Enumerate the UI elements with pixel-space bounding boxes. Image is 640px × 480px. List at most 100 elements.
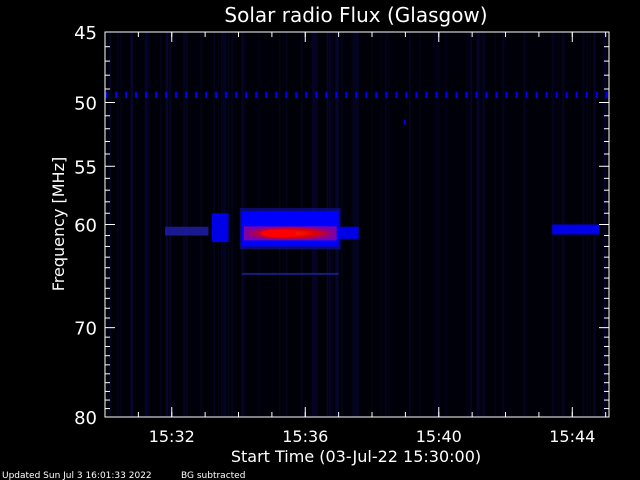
background-streak — [146, 32, 148, 417]
y-tick-label: 45 — [74, 23, 97, 44]
y-tick-label: 55 — [74, 157, 97, 178]
band-line-dash — [605, 91, 608, 99]
y-tick-label: 60 — [74, 216, 97, 237]
background-streak — [182, 32, 186, 417]
background-streak — [227, 32, 230, 417]
band-line-dash — [145, 91, 148, 99]
background-streak — [446, 32, 448, 417]
background-streak — [352, 32, 355, 417]
background-streak — [481, 32, 484, 417]
band-line-dash — [355, 91, 358, 99]
band-line-dash — [165, 91, 168, 99]
band-line-dash — [245, 91, 248, 99]
band-line-dash — [375, 91, 378, 99]
band-line-dash — [545, 91, 548, 99]
emission-echo — [241, 272, 339, 275]
background-streak — [145, 32, 148, 417]
band-line-dash — [525, 91, 528, 99]
background-streak — [494, 32, 497, 417]
band-line-dash — [135, 91, 138, 99]
background-streak — [165, 32, 168, 417]
band-line-dash — [215, 91, 218, 99]
band-line-dash — [305, 91, 308, 99]
signal-patch — [338, 226, 359, 239]
band-line-dash — [415, 91, 418, 99]
background-streak — [200, 32, 203, 417]
chart-title: Solar radio Flux (Glasgow) — [224, 3, 487, 27]
background-streak — [351, 32, 353, 417]
background-streak — [356, 32, 360, 417]
background-streak — [387, 32, 390, 417]
band-line-dash — [125, 91, 128, 99]
band-line-dash — [255, 91, 258, 99]
band-line-dash — [585, 91, 588, 99]
background-streak — [436, 32, 438, 417]
background-streak — [353, 32, 355, 417]
background-streak — [523, 32, 525, 417]
band-line-dash — [595, 91, 598, 99]
band-line-dash — [575, 91, 578, 99]
background-streak — [341, 32, 343, 417]
emission-peak — [260, 229, 297, 238]
band-line-dash — [475, 91, 478, 99]
band-line-dash — [225, 91, 228, 99]
background-streak — [408, 32, 411, 417]
band-line-dash — [335, 91, 338, 99]
footer-note: BG subtracted — [181, 471, 245, 480]
background-streak — [131, 32, 133, 417]
background-streak — [380, 32, 383, 417]
signal-patch — [552, 224, 599, 235]
background-streak — [501, 32, 505, 417]
x-tick-label: 15:32 — [149, 427, 195, 446]
x-axis-label: Start Time (03-Jul-22 15:30:00) — [231, 447, 481, 466]
background-streak — [147, 32, 150, 417]
background-streak — [466, 32, 469, 417]
signal-patch — [211, 213, 229, 243]
background-streak — [165, 32, 169, 417]
footer-updated: Updated Sun Jul 3 16:01:33 2022 — [2, 471, 152, 480]
background-streak — [119, 32, 122, 417]
band-line-dash — [285, 91, 288, 99]
x-tick-label: 15:40 — [416, 427, 462, 446]
background-streak — [469, 32, 473, 417]
signal-dot — [403, 119, 406, 125]
background-streak — [478, 32, 481, 417]
band-line-dash — [195, 91, 198, 99]
band-line-dash — [455, 91, 458, 99]
band-line-dash — [315, 91, 318, 99]
background-streak — [185, 32, 189, 417]
x-tick-label: 15:44 — [549, 427, 595, 446]
band-line-dash — [155, 91, 158, 99]
background-streak — [550, 32, 553, 417]
background-streak — [146, 32, 148, 417]
band-line-dash — [435, 91, 438, 99]
band-line-dash — [365, 91, 368, 99]
background-streak — [130, 32, 134, 417]
background-streak — [173, 32, 176, 417]
band-line-dash — [465, 91, 468, 99]
signal-patch — [165, 226, 209, 236]
background-streak — [169, 32, 172, 417]
background-streak — [434, 32, 436, 417]
band-line-dash — [495, 91, 498, 99]
background-streak — [159, 32, 162, 417]
band-line-dash — [235, 91, 238, 99]
band-line-dash — [505, 91, 508, 99]
band-line-dash — [105, 91, 107, 99]
band-line-dash — [385, 91, 388, 99]
background-streak — [523, 32, 527, 417]
band-line-dash — [275, 91, 278, 99]
background-streak — [231, 32, 234, 417]
background-streak — [483, 32, 486, 417]
x-tick-label: 15:36 — [282, 427, 328, 446]
band-line-dash — [115, 91, 118, 99]
background-streak — [384, 32, 387, 417]
band-line-dash — [205, 91, 208, 99]
background-streak — [354, 32, 357, 417]
band-line-dash — [265, 91, 268, 99]
y-tick-label: 50 — [74, 94, 97, 115]
background-streak — [353, 32, 356, 417]
y-tick-label: 80 — [74, 408, 97, 429]
band-line-dash — [295, 91, 298, 99]
background-streak — [419, 32, 421, 417]
